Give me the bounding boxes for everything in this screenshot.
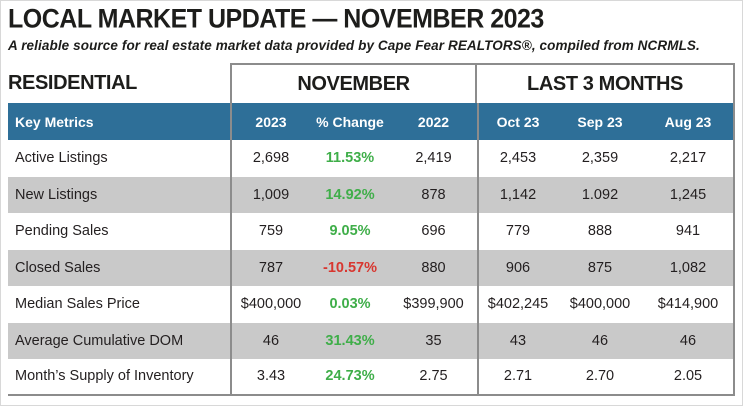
table-cell: 759 <box>230 213 310 250</box>
table-cell: 875 <box>557 249 643 286</box>
table-cell: 2,698 <box>230 140 310 177</box>
table-cell: $399,900 <box>403 296 464 313</box>
table-cell: 2.70 <box>557 359 643 396</box>
metric-label: Month’s Supply of Inventory <box>8 359 230 396</box>
table-cell: 906 <box>477 249 557 286</box>
table-cell: 2,419 <box>415 150 452 167</box>
table-cell: 1,082 <box>643 249 735 286</box>
table-cell: 878 <box>390 176 477 213</box>
page-title: LOCAL MARKET UPDATE — NOVEMBER 2023 <box>8 4 544 34</box>
table-cell: 1.092 <box>557 176 643 213</box>
table-cell: 880 <box>390 249 477 286</box>
metric-label: Closed Sales <box>8 249 230 286</box>
table-cell: 11.53% <box>325 150 375 167</box>
metric-label: Active Listings <box>15 150 108 167</box>
column-header-2022: 2022 <box>390 103 477 140</box>
table-cell: 2.71 <box>477 359 557 396</box>
metric-label: New Listings <box>8 176 230 213</box>
column-header-oct-23: Oct 23 <box>477 103 557 140</box>
table-cell: 696 <box>421 223 446 240</box>
metric-label: Average Cumulative DOM <box>8 322 230 359</box>
section-header-november: NOVEMBER <box>230 63 477 103</box>
table-cell: 14.92% <box>310 176 390 213</box>
table-cell: 2,453 <box>477 140 557 177</box>
table-cell: $400,000 <box>230 286 310 323</box>
table-cell: 35 <box>390 322 477 359</box>
table-cell: -10.57% <box>310 249 390 286</box>
table-cell: 46 <box>230 322 310 359</box>
table-cell: 43 <box>477 322 557 359</box>
table-cell: $414,900 <box>643 286 735 323</box>
page-subtitle: A reliable source for real estate market… <box>8 38 700 53</box>
table-cell: 1,245 <box>643 176 735 213</box>
metric-label: Median Sales Price <box>15 296 140 313</box>
table-cell: $400,000 <box>569 296 631 313</box>
table-cell: 31.43% <box>310 322 390 359</box>
table-cell: 9.05% <box>329 223 371 240</box>
table-cell: 46 <box>643 322 735 359</box>
table-cell: 787 <box>230 249 310 286</box>
table-cell: 0.03% <box>329 296 371 313</box>
section-header-residential: RESIDENTIAL <box>8 71 137 94</box>
doc-header: LOCAL MARKET UPDATE — NOVEMBER 2023 A re… <box>0 0 743 53</box>
table-cell: 779 <box>477 213 557 250</box>
column-header-2023: 2023 <box>230 103 310 140</box>
table-cell: 2.05 <box>643 359 735 396</box>
table-cell: 24.73% <box>310 359 390 396</box>
table-cell: 1,009 <box>230 176 310 213</box>
table-cell: 2,359 <box>581 150 619 167</box>
table-cell: 941 <box>643 213 735 250</box>
market-table: RESIDENTIAL NOVEMBER LAST 3 MONTHS Key M… <box>8 63 735 396</box>
table-cell: 46 <box>557 322 643 359</box>
table-cell: 2,217 <box>643 140 735 177</box>
table-cell: $402,245 <box>477 286 557 323</box>
table-cell: 888 <box>587 223 613 240</box>
column-header-aug-23: Aug 23 <box>643 103 735 140</box>
table-cell: 1,142 <box>477 176 557 213</box>
column-header-key-metrics: Key Metrics <box>8 103 230 140</box>
table-cell: 3.43 <box>230 359 310 396</box>
metric-label: Pending Sales <box>15 223 109 240</box>
column-header-pct-change: % Change <box>310 103 390 140</box>
column-header-sep-23: Sep 23 <box>557 103 643 140</box>
table-cell: 2.75 <box>390 359 477 396</box>
section-header-last-3-months: LAST 3 MONTHS <box>477 63 735 103</box>
